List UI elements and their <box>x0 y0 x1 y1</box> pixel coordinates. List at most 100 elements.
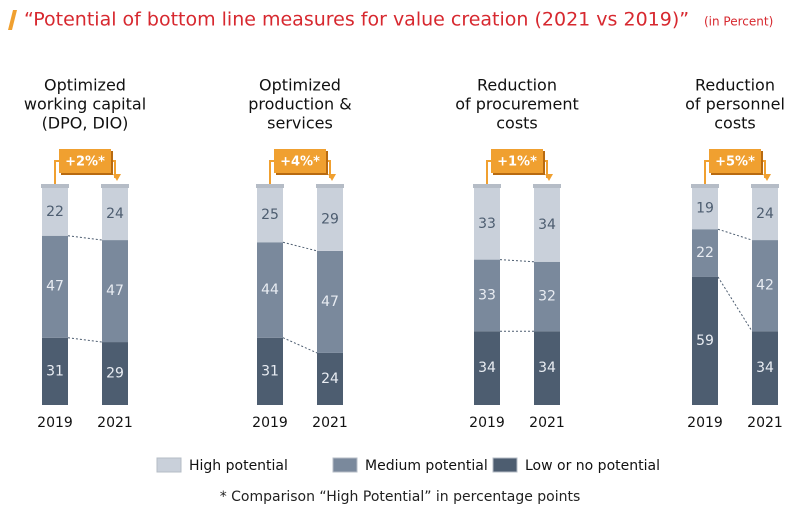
value-label: 19 <box>696 201 714 217</box>
bar-cap <box>316 184 344 188</box>
value-label: 31 <box>261 363 279 379</box>
bar-segment <box>257 242 283 338</box>
bar-segment <box>317 188 343 251</box>
connector <box>717 228 753 241</box>
bar-segment <box>257 337 283 405</box>
connector <box>717 276 753 332</box>
legend-label: Low or no potential <box>525 458 660 474</box>
badge <box>59 149 111 173</box>
x-tick-label: 2019 <box>687 415 723 431</box>
bar-segment <box>102 342 128 405</box>
bar-cap <box>751 184 779 188</box>
badge-arrow <box>704 160 709 184</box>
value-label: 31 <box>46 363 64 379</box>
panel-title: Reduction <box>477 76 557 95</box>
badge-arrow <box>486 160 491 184</box>
value-label: 22 <box>46 204 64 220</box>
bar-segment <box>752 331 778 405</box>
connector <box>67 337 103 343</box>
badge <box>709 149 761 173</box>
bar-cap <box>101 184 129 188</box>
chart-subtitle: (in Percent) <box>704 15 773 29</box>
badge-label: +1%* <box>497 155 537 170</box>
panel-title: Optimized <box>44 76 126 95</box>
badge-label: +2%* <box>65 155 105 170</box>
bar-segment <box>317 352 343 405</box>
bar-segment <box>534 261 560 332</box>
value-label: 29 <box>106 366 124 382</box>
title-slash <box>8 10 17 30</box>
bar-segment <box>102 240 128 343</box>
footnote: * Comparison “High Potential” in percent… <box>220 489 581 505</box>
legend-label: Medium potential <box>365 458 488 474</box>
x-tick-label: 2019 <box>37 415 73 431</box>
bar-segment <box>102 188 128 241</box>
x-tick-label: 2021 <box>97 415 133 431</box>
badge-arrow <box>54 160 59 184</box>
value-label: 47 <box>46 279 64 295</box>
x-tick-label: 2021 <box>747 415 783 431</box>
badge <box>491 149 543 173</box>
value-label: 24 <box>321 371 339 387</box>
bar-segment <box>474 259 500 332</box>
badge <box>274 149 326 173</box>
value-label: 24 <box>106 206 124 222</box>
value-label: 29 <box>321 211 339 227</box>
bar-segment <box>42 235 68 338</box>
panel-title: Optimized <box>259 76 341 95</box>
panel-title: production & <box>248 95 351 114</box>
bar-segment <box>317 250 343 353</box>
panel-title: services <box>267 114 333 133</box>
bar-segment <box>692 188 718 230</box>
bar-cap <box>256 184 284 188</box>
legend-label: High potential <box>189 458 288 474</box>
connector <box>282 241 318 252</box>
bar-segment <box>534 188 560 262</box>
value-label: 34 <box>478 360 496 376</box>
badge-arrow <box>269 160 274 184</box>
panel-title: (DPO, DIO) <box>42 114 129 133</box>
value-label: 59 <box>696 333 714 349</box>
bar-cap <box>41 184 69 188</box>
x-tick-label: 2019 <box>469 415 505 431</box>
value-label: 34 <box>538 217 556 233</box>
bar-cap <box>691 184 719 188</box>
bar-segment <box>752 240 778 332</box>
bar-cap <box>473 184 501 188</box>
panel-title: costs <box>496 114 538 133</box>
badge-label: +5%* <box>715 155 755 170</box>
bar-segment <box>474 331 500 405</box>
x-tick-label: 2019 <box>252 415 288 431</box>
bar-segment <box>692 276 718 405</box>
bar-segment <box>42 337 68 405</box>
chart-title: “Potential of bottom line measures for v… <box>24 9 689 31</box>
bar-segment <box>534 331 560 405</box>
legend-swatch <box>492 457 518 473</box>
panel-title: Reduction <box>695 76 775 95</box>
bar-segment <box>257 188 283 243</box>
value-label: 42 <box>756 278 774 294</box>
value-label: 44 <box>261 282 279 298</box>
badge-label: +4%* <box>280 155 320 170</box>
value-label: 22 <box>696 245 714 261</box>
bar-segment <box>752 188 778 241</box>
value-label: 25 <box>261 207 279 223</box>
panel-title: of procurement <box>455 95 579 114</box>
panel-title: working capital <box>24 95 146 114</box>
value-label: 33 <box>478 216 496 232</box>
value-label: 33 <box>478 287 496 303</box>
connector <box>282 337 318 354</box>
value-label: 47 <box>321 294 339 310</box>
value-label: 34 <box>756 360 774 376</box>
connector <box>67 235 103 241</box>
value-label: 34 <box>538 360 556 376</box>
panel-title: of personnel <box>685 95 785 114</box>
x-tick-label: 2021 <box>529 415 565 431</box>
x-tick-label: 2021 <box>312 415 348 431</box>
value-label: 47 <box>106 283 124 299</box>
value-label: 32 <box>538 289 556 305</box>
connector <box>499 259 535 263</box>
bar-cap <box>533 184 561 188</box>
